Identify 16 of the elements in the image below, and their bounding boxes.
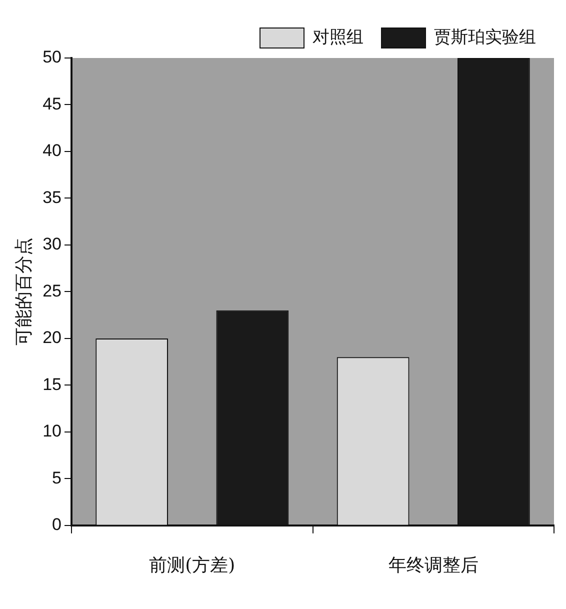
x-tick-label: 年终调整后 — [388, 554, 478, 576]
y-tick-label: 20 — [42, 328, 62, 348]
y-tick-label: 0 — [52, 515, 62, 534]
legend-label: 贾斯珀实验组 — [434, 27, 536, 48]
y-tick-label: 45 — [42, 94, 62, 114]
y-tick-label: 15 — [42, 374, 62, 394]
x-tick-label: 前测(方差) — [149, 554, 236, 576]
y-tick-label: 40 — [42, 141, 62, 160]
y-tick-label: 35 — [42, 188, 62, 207]
y-tick-label: 25 — [42, 281, 62, 300]
y-tick-label: 5 — [52, 468, 62, 488]
y-tick-label: 30 — [42, 234, 62, 254]
legend-label: 对照组 — [312, 27, 364, 48]
y-tick-label: 50 — [42, 48, 62, 67]
y-tick-label: 10 — [42, 422, 62, 441]
y-axis-title: 可能的百分点 — [13, 238, 34, 346]
